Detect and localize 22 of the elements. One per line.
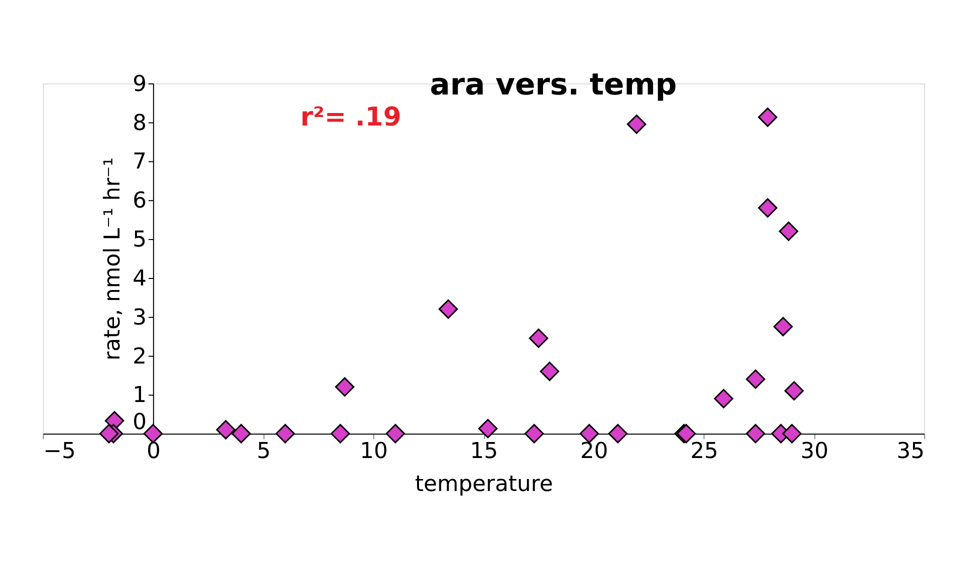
y-tick-label: 5 xyxy=(132,228,147,253)
y-tick-label: 9 xyxy=(132,72,147,97)
annotation: r²= .19 xyxy=(300,102,402,132)
x-tick-label: 5 xyxy=(256,439,271,464)
x-axis-title: temperature xyxy=(415,472,553,498)
y-tick-label: 0 xyxy=(132,410,147,436)
x-tick-label: −5 xyxy=(43,439,76,464)
y-tick-label: 6 xyxy=(132,188,147,214)
x-tick-label: 30 xyxy=(800,439,828,464)
y-tick-label: 2 xyxy=(132,344,147,370)
y-tick-label: 8 xyxy=(132,110,147,136)
x-tick-label: 10 xyxy=(360,439,388,464)
y-tick-label: 1 xyxy=(132,383,147,408)
y-tick-label: 7 xyxy=(132,150,147,175)
y-axis-title: rate, nmol L⁻¹ hr⁻¹ xyxy=(100,157,126,361)
y-tick-label: 4 xyxy=(132,266,147,292)
x-tick-label: 15 xyxy=(470,439,498,464)
y-tick-label: 3 xyxy=(132,305,147,330)
x-tick-label: 20 xyxy=(580,439,608,464)
x-tick-label: 35 xyxy=(896,439,925,464)
x-tick-label: 25 xyxy=(690,439,718,464)
chart-title: ara vers. temp xyxy=(430,67,677,102)
